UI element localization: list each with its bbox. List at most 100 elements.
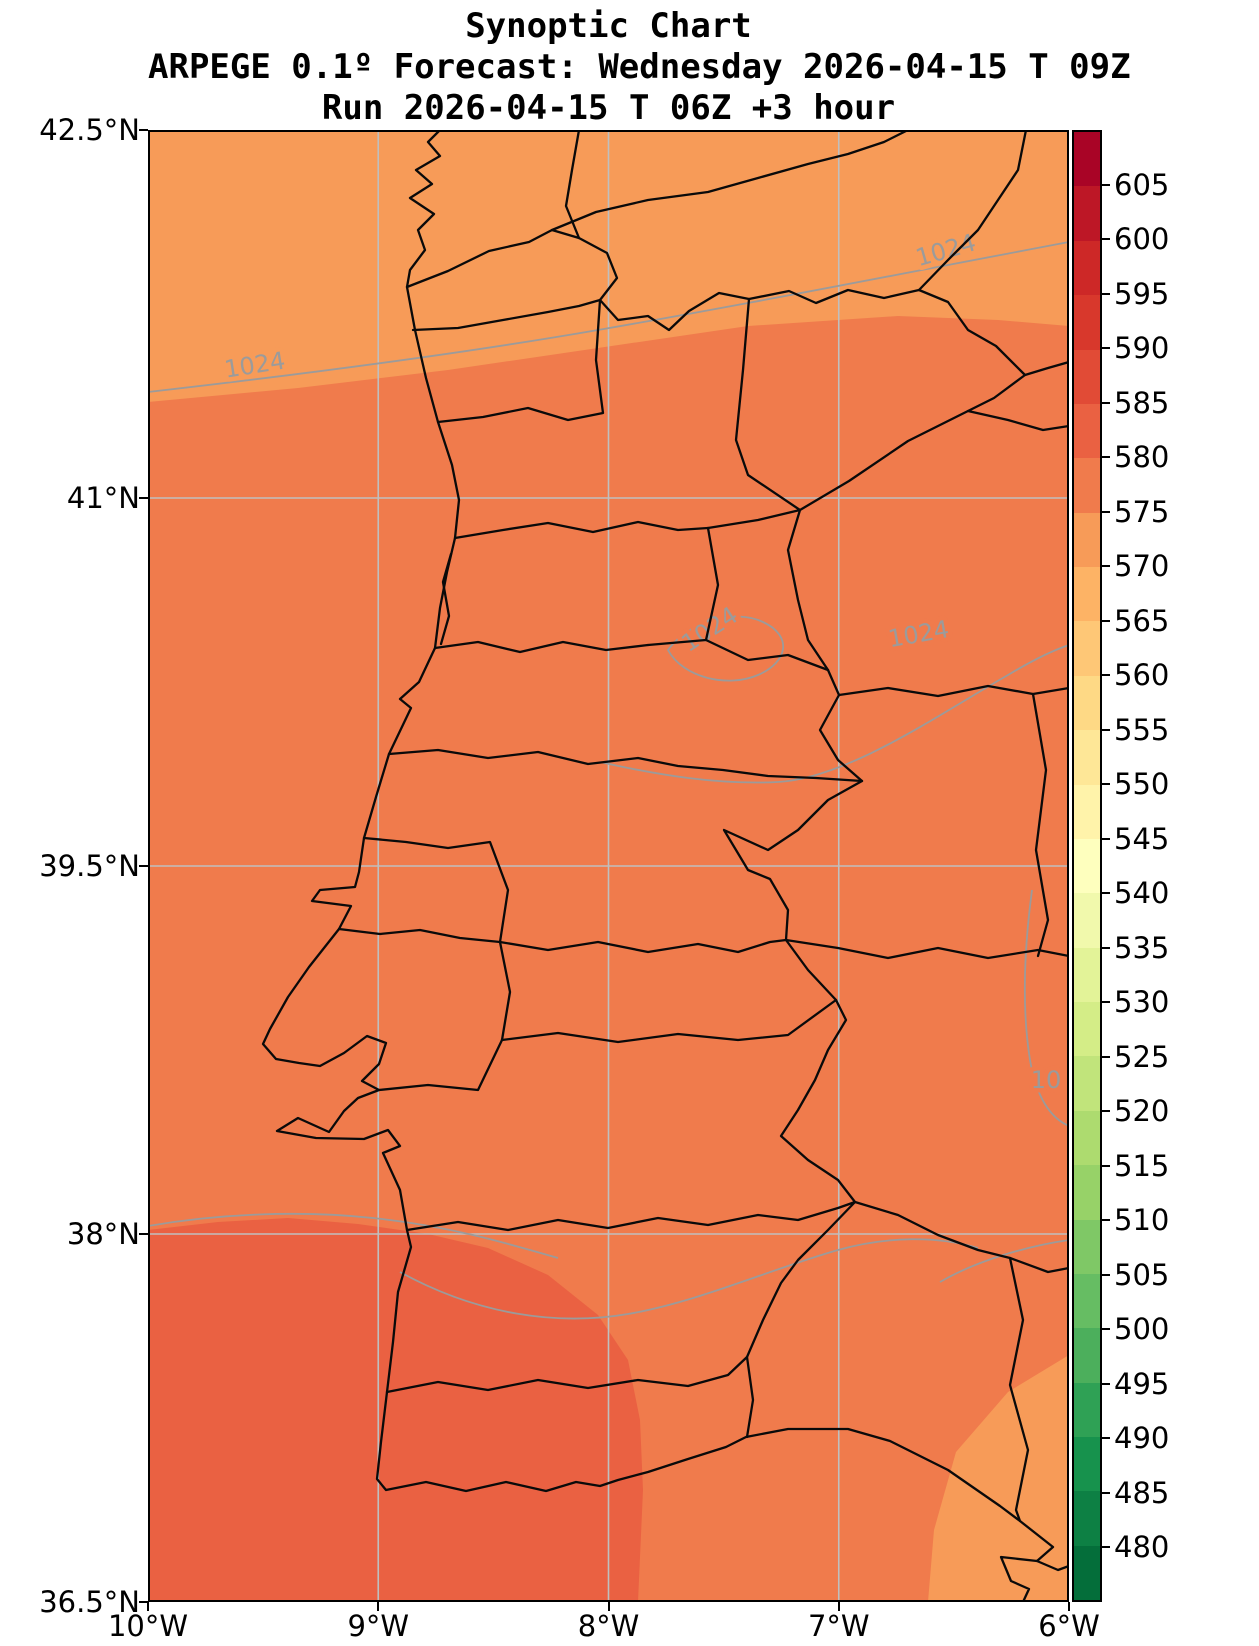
colorbar-tick-label: 580 — [1114, 440, 1170, 475]
isobar-label-partial-east-edge: 10 — [1031, 1066, 1062, 1094]
colorbar-band — [1074, 1328, 1100, 1383]
y-axis-label: 39.5°N — [39, 849, 140, 883]
colorbar-tick — [1102, 946, 1110, 949]
y-axis-tick — [139, 497, 148, 499]
colorbar-band — [1074, 349, 1100, 404]
colorbar-tick — [1102, 837, 1110, 840]
colorbar-tick-label: 550 — [1114, 767, 1170, 802]
colorbar-band — [1074, 838, 1100, 894]
colorbar-tick-label: 525 — [1114, 1039, 1170, 1074]
x-axis-tick — [377, 1602, 380, 1611]
colorbar-tick-label: 600 — [1114, 222, 1170, 257]
chart-subtitle: ARPEGE 0.1º Forecast: Wednesday 2026-04-… — [148, 47, 1131, 87]
colorbar-tick-label: 590 — [1114, 331, 1170, 366]
colorbar-tick — [1102, 1110, 1110, 1113]
province-borders — [550, 130, 1069, 1572]
colorbar-tick — [1102, 1219, 1110, 1222]
colorbar-tick — [1102, 1437, 1110, 1440]
colorbar-tick-label: 605 — [1114, 167, 1170, 202]
x-axis-label: 6°W — [1038, 1609, 1100, 1643]
colorbar-tick-label: 555 — [1114, 712, 1170, 747]
y-axis-label: 41°N — [66, 481, 140, 515]
x-axis-label: 7°W — [807, 1609, 870, 1643]
colorbar-band — [1074, 240, 1100, 296]
x-axis-tick — [1068, 1602, 1070, 1611]
colorbar-tick — [1102, 401, 1110, 404]
colorbar-tick-label: 480 — [1114, 1530, 1170, 1565]
colorbar-tick-label: 575 — [1114, 494, 1170, 529]
colorbar-tick — [1102, 1546, 1110, 1549]
colorbar-band — [1074, 1382, 1100, 1437]
colorbar-band — [1074, 567, 1100, 622]
colorbar-tick — [1102, 619, 1110, 622]
chart-title: Synoptic Chart — [465, 6, 752, 46]
colorbar-tick-label: 565 — [1114, 603, 1170, 638]
graticule-gridlines — [148, 130, 1069, 1602]
colorbar-band — [1074, 1491, 1100, 1546]
colorbar-tick — [1102, 183, 1110, 186]
colorbar-band — [1074, 1002, 1100, 1057]
y-axis-label: 36.5°N — [39, 1585, 140, 1619]
colorbar-band — [1074, 458, 1100, 513]
district-borders — [337, 297, 864, 1394]
field-band-570-575-southeast — [928, 1355, 1069, 1602]
colorbar-tick-label: 505 — [1114, 1257, 1170, 1292]
colorbar-tick-label: 485 — [1114, 1475, 1170, 1510]
y-axis-tick — [139, 1233, 148, 1235]
colorbar-tick — [1102, 456, 1110, 459]
colorbar-tick — [1102, 347, 1110, 350]
colorbar-band — [1074, 1545, 1100, 1601]
colorbar-tick — [1102, 728, 1110, 731]
colorbar-tick — [1102, 892, 1110, 895]
coastline — [261, 130, 1055, 1602]
colorbar-tick — [1102, 1491, 1110, 1494]
colorbar-band — [1074, 1056, 1100, 1111]
y-axis-tick — [139, 129, 148, 131]
colorbar-tick — [1102, 1001, 1110, 1004]
colorbar-band — [1074, 403, 1100, 459]
colorbar-tick — [1102, 1273, 1110, 1276]
colorbar-band — [1074, 784, 1100, 839]
y-axis-label: 38°N — [66, 1217, 140, 1251]
x-axis-tick — [147, 1602, 149, 1611]
colorbar-band — [1074, 132, 1100, 187]
colorbar-band — [1074, 1165, 1100, 1220]
colorbar-tick — [1102, 1055, 1110, 1058]
y-axis-tick — [139, 1601, 148, 1603]
colorbar-band — [1074, 295, 1100, 350]
colorbar-tick — [1102, 510, 1110, 513]
colorbar — [1072, 130, 1102, 1602]
colorbar-tick-label: 560 — [1114, 658, 1170, 693]
colorbar-band — [1074, 512, 1100, 567]
colorbar-tick-label: 570 — [1114, 549, 1170, 584]
colorbar-tick-label: 545 — [1114, 821, 1170, 856]
colorbar-tick-label: 500 — [1114, 1312, 1170, 1347]
colorbar-band — [1074, 893, 1100, 948]
colorbar-tick — [1102, 1164, 1110, 1167]
y-axis-tick — [139, 865, 148, 867]
chart-run-line: Run 2026-04-15 T 06Z +3 hour — [321, 88, 896, 128]
colorbar-band — [1074, 730, 1100, 785]
colorbar-tick-label: 530 — [1114, 985, 1170, 1020]
x-axis-tick — [837, 1602, 840, 1611]
colorbar-tick — [1102, 1328, 1110, 1331]
synoptic-map: 1024 1024 1024 1024 10 — [148, 130, 1069, 1602]
colorbar-tick — [1102, 783, 1110, 786]
y-axis-label: 42.5°N — [39, 113, 140, 147]
colorbar-tick-label: 595 — [1114, 276, 1170, 311]
colorbar-band — [1074, 1219, 1100, 1274]
colorbar-tick-label: 515 — [1114, 1148, 1170, 1183]
colorbar-band — [1074, 1437, 1100, 1492]
colorbar-tick — [1102, 674, 1110, 677]
colorbar-tick — [1102, 238, 1110, 241]
colorbar-tick — [1102, 565, 1110, 568]
colorbar-band — [1074, 1110, 1100, 1166]
colorbar-band — [1074, 1273, 1100, 1329]
x-axis-label: 9°W — [347, 1609, 410, 1643]
colorbar-tick-label: 520 — [1114, 1094, 1170, 1129]
colorbar-tick — [1102, 292, 1110, 295]
x-axis-tick — [607, 1602, 610, 1611]
country-border — [405, 228, 1027, 1439]
x-axis-label: 10°W — [107, 1609, 189, 1643]
